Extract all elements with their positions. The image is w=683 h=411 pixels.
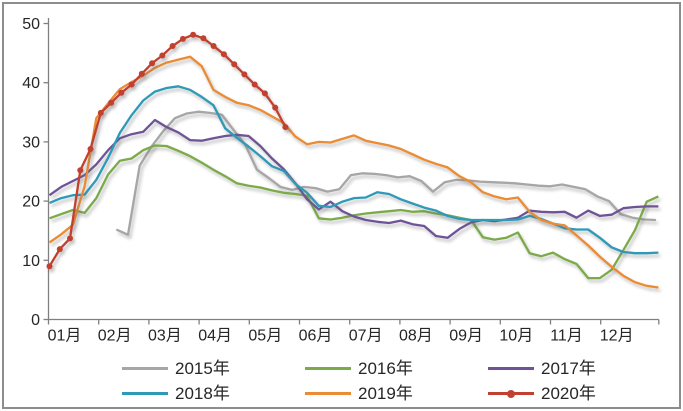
legend-label: 2019年 [358,384,413,403]
legend-label: 2020年 [541,384,596,403]
legend-swatch-2019 [305,392,351,395]
svg-text:10月: 10月 [499,328,533,345]
legend-item-2020: 2020年 [488,381,662,406]
svg-text:02月: 02月 [98,328,132,345]
svg-text:40: 40 [22,75,40,92]
legend-label: 2018年 [175,384,230,403]
legend-swatch-2018 [122,392,168,395]
svg-text:20: 20 [22,194,40,211]
legend-item-2018: 2018年 [122,381,305,406]
svg-text:05月: 05月 [248,328,282,345]
legend-label: 2016年 [358,359,413,378]
svg-text:04月: 04月 [198,328,232,345]
svg-text:01月: 01月 [48,328,82,345]
svg-text:08月: 08月 [399,328,433,345]
svg-text:12月: 12月 [600,328,634,345]
svg-text:03月: 03月 [148,328,182,345]
line-chart: 0 10 20 30 40 50 01月 02月 03月 04月 05月 06月 07月 08月 09月 10… [22,16,660,345]
legend-item-2016: 2016年 [305,356,488,381]
svg-text:30: 30 [22,134,40,151]
svg-text:09月: 09月 [449,328,483,345]
svg-text:10: 10 [22,253,40,270]
svg-text:50: 50 [22,16,40,33]
legend-label: 2017年 [541,359,596,378]
legend-item-2019: 2019年 [305,381,488,406]
legend-swatch-2015 [122,367,168,370]
svg-text:11月: 11月 [550,328,583,345]
svg-text:06月: 06月 [299,328,333,345]
legend-marker-dot [507,389,515,398]
legend-swatch-2020 [488,389,534,398]
legend-item-2015: 2015年 [122,356,305,381]
legend-swatch-2016 [305,367,351,370]
legend-label: 2015年 [175,359,230,378]
svg-text:0: 0 [31,312,40,329]
legend-item-2017: 2017年 [488,356,662,381]
svg-text:07月: 07月 [349,328,383,345]
chart-legend: 2015年 2016年 2017年 2018年 2019年 2020年 [122,356,662,406]
legend-swatch-2017 [488,367,534,370]
